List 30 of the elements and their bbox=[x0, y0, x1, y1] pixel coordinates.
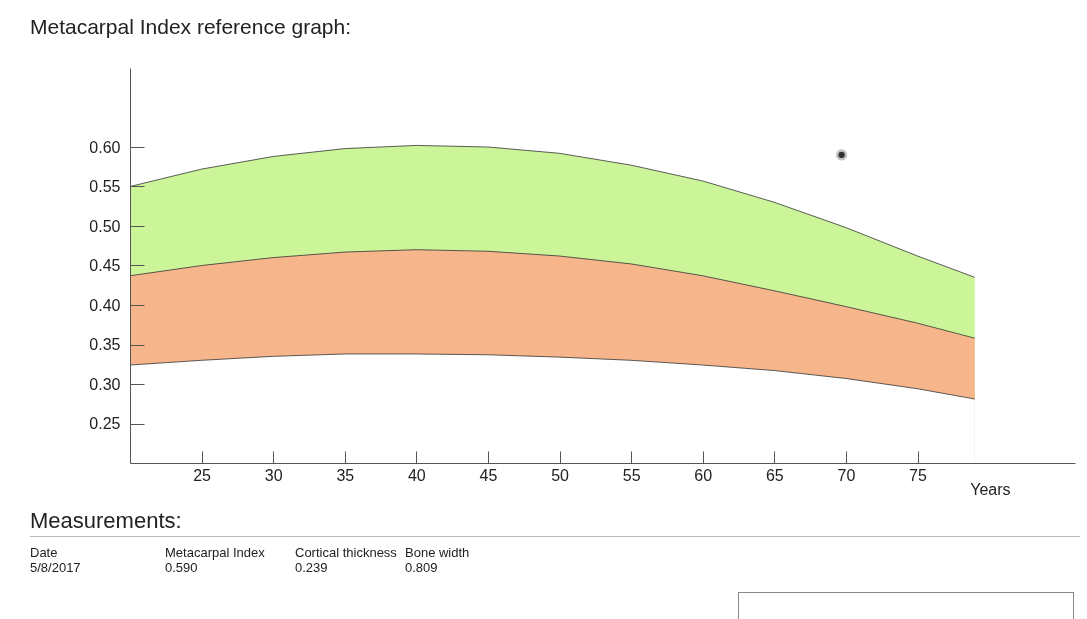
x-tick-label: 30 bbox=[264, 466, 283, 484]
x-tick-label: 60 bbox=[694, 466, 713, 484]
text: 0.809 bbox=[405, 560, 439, 575]
y-tick-label: 0.25 bbox=[89, 415, 121, 432]
y-tick-label: 0.45 bbox=[89, 257, 121, 274]
text: 0.590 bbox=[165, 560, 199, 575]
text: 5/8/2017 bbox=[30, 560, 82, 575]
y-tick-label: 0.40 bbox=[89, 296, 121, 314]
x-tick-label: 50 bbox=[551, 466, 570, 484]
x-tick-label: 55 bbox=[622, 466, 641, 484]
chart-title: Metacarpal Index reference graph: bbox=[30, 15, 352, 38]
y-tick-label: 0.55 bbox=[89, 178, 121, 195]
text: 0.239 bbox=[295, 560, 329, 575]
text: Bone width bbox=[405, 545, 471, 560]
x-axis-title: Years bbox=[970, 480, 1011, 498]
y-tick-label: 0.35 bbox=[89, 336, 121, 353]
x-tick-label: 40 bbox=[407, 466, 426, 484]
text: Measurements: bbox=[30, 508, 1080, 537]
text: Cortical thickness bbox=[295, 545, 398, 560]
x-tick-label: 45 bbox=[479, 466, 498, 484]
x-tick-label: 70 bbox=[837, 466, 856, 484]
x-tick-label: 75 bbox=[909, 466, 927, 484]
y-tick-label: 0.30 bbox=[89, 375, 121, 393]
y-tick-label: 0.60 bbox=[89, 138, 121, 156]
text: Date bbox=[30, 545, 59, 560]
y-tick-label: 0.50 bbox=[89, 217, 121, 235]
x-tick-label: 35 bbox=[336, 466, 355, 484]
x-tick-label: 65 bbox=[765, 466, 784, 484]
x-tick-label: 25 bbox=[193, 466, 212, 484]
text: Metacarpal Index bbox=[165, 545, 266, 560]
